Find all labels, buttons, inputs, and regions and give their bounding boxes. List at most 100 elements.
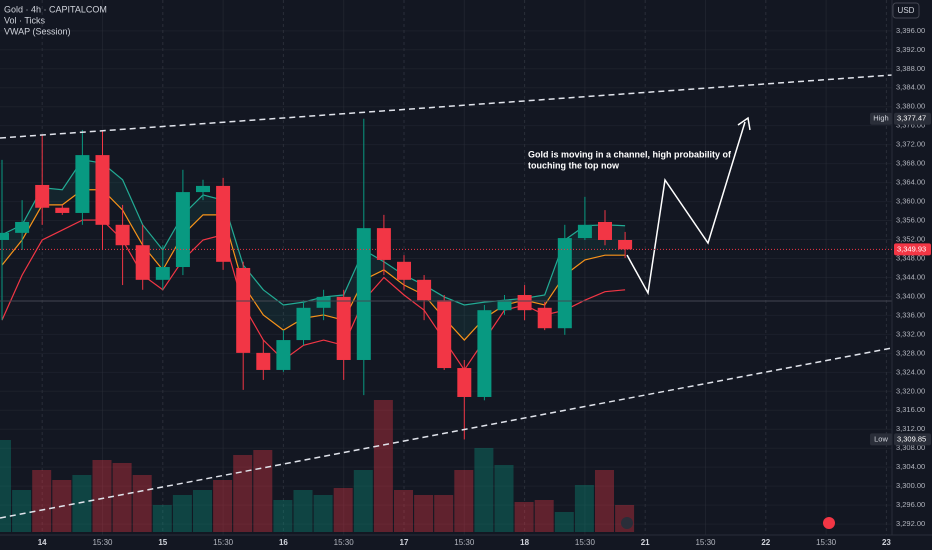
volume-bar — [12, 490, 32, 532]
candle-body — [417, 279, 432, 301]
chart-title: Gold · 4h · CAPITALCOM — [4, 4, 107, 14]
candle-body — [55, 207, 70, 213]
candle-body — [477, 310, 492, 397]
x-tick-label: 14 — [38, 538, 47, 547]
volume-bar — [72, 475, 92, 532]
volume-bar — [0, 440, 11, 532]
volume-bar — [353, 470, 373, 532]
volume-bar — [454, 470, 474, 532]
y-tick-label: 3,352.00 — [896, 235, 925, 244]
x-tick-label: 18 — [520, 538, 529, 547]
x-tick-label: 15:30 — [816, 538, 837, 547]
annotation: Gold is moving in a channel, high probab… — [528, 149, 732, 159]
candle-body — [155, 267, 170, 280]
candle-body — [216, 185, 231, 262]
subtitle: VWAP (Session) — [4, 26, 71, 36]
volume-bar — [132, 475, 152, 532]
y-tick-label: 3,312.00 — [896, 424, 925, 433]
y-tick-label: 3,316.00 — [896, 405, 925, 414]
x-tick-label: 15:30 — [695, 538, 716, 547]
candle-body — [35, 184, 50, 208]
x-tick-label: 15:30 — [92, 538, 113, 547]
y-tick-label: 3,324.00 — [896, 367, 925, 376]
volume-bar — [394, 490, 413, 532]
badge-label-box — [870, 433, 892, 446]
candle-body — [618, 239, 633, 250]
x-tick-label: 15:30 — [575, 538, 596, 547]
axis-labels: 3,292.00 3,296.00 3,300.00 3,304.00 3,308.00… — [38, 26, 925, 547]
price-badge-text: 3,377.47 — [897, 114, 926, 123]
candle-body — [457, 368, 472, 397]
x-tick-label: 23 — [882, 538, 891, 547]
volume-bar — [293, 490, 313, 532]
y-tick-label: 3,300.00 — [896, 481, 925, 490]
volume-bar — [333, 488, 353, 532]
candle-body — [75, 155, 90, 213]
currency-box[interactable] — [892, 2, 920, 19]
price-badge — [894, 243, 931, 256]
candle-body — [296, 307, 311, 341]
event-icon[interactable] — [621, 517, 633, 529]
candle-body — [0, 232, 9, 240]
candles — [0, 118, 633, 440]
candle-body — [256, 352, 271, 370]
x-tick-label: 15:30 — [213, 538, 234, 547]
candle-body — [196, 185, 210, 193]
candle-body — [356, 228, 371, 360]
y-tick-label: 3,308.00 — [896, 443, 925, 452]
x-tick-label: 15:30 — [454, 538, 475, 547]
candle-body — [316, 296, 331, 308]
badge-label: Low — [874, 434, 888, 443]
candle-body — [537, 307, 552, 329]
candle-body — [497, 300, 512, 311]
price-badge — [894, 112, 931, 125]
y-tick-label: 3,372.00 — [896, 140, 925, 149]
candle-body — [276, 340, 291, 370]
volume-bar — [595, 470, 614, 532]
volume-bar — [414, 495, 434, 532]
candle-body — [376, 228, 391, 260]
y-tick-label: 3,344.00 — [896, 272, 925, 281]
volume-bar — [273, 500, 293, 532]
band-fill — [2, 159, 626, 341]
x-tick-label: 16 — [279, 538, 288, 547]
volume-bar — [474, 448, 494, 532]
badge-label: High — [873, 114, 888, 123]
event-icon[interactable] — [823, 517, 835, 529]
volume-bar — [373, 400, 393, 532]
candle-body — [557, 238, 572, 329]
x-tick-label: 22 — [761, 538, 770, 547]
volume-bar — [514, 502, 534, 532]
subtitle: Vol · Ticks — [4, 15, 46, 25]
volume-bar — [554, 512, 574, 532]
candle-body — [336, 296, 351, 360]
y-tick-label: 3,384.00 — [896, 83, 925, 92]
y-tick-label: 3,332.00 — [896, 329, 925, 338]
candle-body — [175, 192, 190, 268]
candle-body — [517, 295, 532, 311]
badge-label-box — [870, 112, 892, 125]
price-axis — [892, 0, 932, 550]
volume-bar — [213, 480, 233, 532]
x-tick-label: 21 — [641, 538, 650, 547]
band-fill — [2, 159, 626, 341]
x-tick-label: 15 — [158, 538, 167, 547]
channel-top — [0, 74, 893, 139]
volume-bar — [574, 485, 594, 532]
y-tick-label: 3,392.00 — [896, 45, 925, 54]
candle-body — [15, 221, 30, 233]
projection-path — [626, 121, 746, 296]
volume-bar — [193, 490, 212, 532]
volume — [0, 400, 635, 532]
candle-body — [437, 300, 452, 369]
volume-bar — [92, 460, 112, 532]
y-tick-label: 3,348.00 — [896, 253, 925, 262]
y-tick-label: 3,304.00 — [896, 462, 925, 471]
currency[interactable]: USD — [898, 6, 915, 15]
y-tick-label: 3,356.00 — [896, 216, 925, 225]
y-tick-label: 3,336.00 — [896, 310, 925, 319]
y-tick-label: 3,364.00 — [896, 178, 925, 187]
candle-body — [577, 224, 592, 239]
